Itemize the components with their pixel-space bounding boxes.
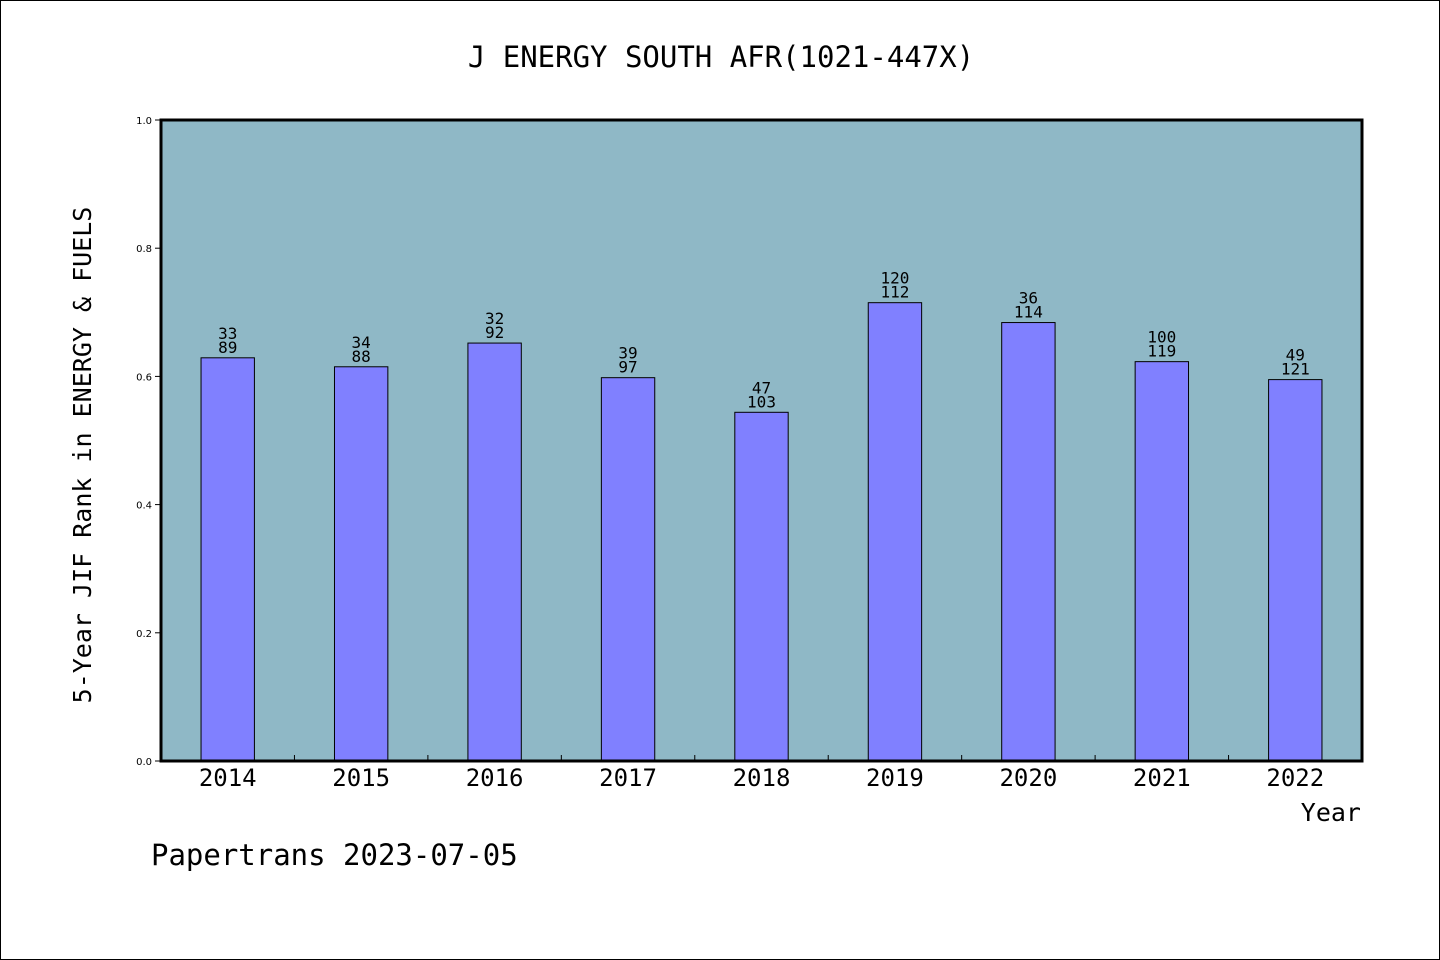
- bar-label-bottom: 88: [352, 347, 371, 366]
- bar-label-top: 32: [485, 309, 504, 328]
- y-axis-label: 5-Year JIF Rank in ENERGY & FUELS: [68, 207, 97, 704]
- x-tick-label: 2017: [599, 764, 657, 792]
- bar-label-top: 120: [880, 269, 909, 288]
- x-tick-label: 2021: [1133, 764, 1191, 792]
- bar-label-bottom: 92: [485, 323, 504, 342]
- bar-label-top: 33: [218, 324, 237, 343]
- y-tick-label: 1.0: [136, 116, 152, 127]
- bar-label-bottom: 112: [880, 283, 909, 302]
- x-tick-label: 2015: [332, 764, 390, 792]
- bar-2017: [600, 377, 656, 762]
- bar-label-top: 36: [1019, 289, 1038, 308]
- x-tick-label: 2018: [733, 764, 791, 792]
- bar-label-top: 49: [1286, 346, 1305, 365]
- x-tick-label: 2014: [199, 764, 257, 792]
- x-tick-label: 2019: [866, 764, 924, 792]
- x-axis-ticks: 2014 2015 2016 2017 2018 2019 2020 2021 2022: [199, 755, 1324, 792]
- bar-2020: [1001, 322, 1056, 762]
- y-tick-label: 0.8: [136, 244, 152, 255]
- x-tick-label: 2022: [1266, 764, 1324, 792]
- x-axis-label: Year: [1301, 798, 1361, 827]
- bar-2019: [867, 302, 923, 762]
- bar-label-bottom: 119: [1147, 342, 1176, 361]
- chart-title: J ENERGY SOUTH AFR(1021-447X): [468, 40, 974, 74]
- bar-2022: [1268, 379, 1323, 762]
- y-tick-label: 0.2: [136, 629, 152, 640]
- bar-label-bottom: 89: [218, 338, 237, 357]
- bar-2016: [467, 342, 522, 762]
- bar-2015: [333, 366, 389, 762]
- bar-label-top: 47: [752, 378, 771, 397]
- bar-2018: [734, 411, 789, 762]
- bar-label-top: 34: [352, 333, 371, 352]
- bar-label-bottom: 97: [618, 358, 637, 377]
- x-tick-label: 2016: [466, 764, 524, 792]
- x-tick-label: 2020: [999, 764, 1057, 792]
- bar-2014: [200, 357, 255, 762]
- y-tick-label: 0.6: [136, 372, 152, 383]
- bar-label-bottom: 121: [1281, 360, 1310, 379]
- y-tick-label: 0.4: [136, 501, 152, 512]
- y-axis-ticks: 0.0 0.2 0.4 0.6 0.8 1.0: [136, 116, 161, 768]
- bar-2021: [1134, 361, 1190, 762]
- plot-border: [159, 118, 1364, 763]
- bar-label-bottom: 114: [1014, 303, 1043, 322]
- bar-label-top: 100: [1147, 328, 1176, 347]
- footer-credit: Papertrans 2023-07-05: [151, 838, 518, 872]
- bar-label-top: 39: [618, 344, 637, 363]
- y-tick-label: 0.0: [136, 757, 152, 768]
- bar-label-bottom: 103: [747, 392, 776, 411]
